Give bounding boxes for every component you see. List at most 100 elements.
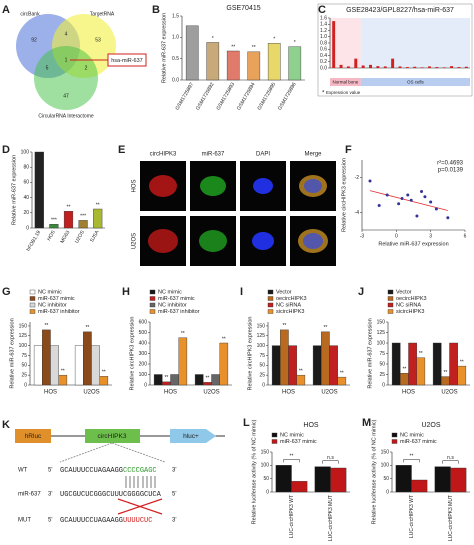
significance-label: ** (61, 368, 65, 374)
sequence-part: CCCCGAGC (123, 467, 157, 475)
y-tick-label: 150 (19, 323, 28, 329)
significance-label: ** (460, 359, 464, 365)
significance-label: *** (51, 218, 57, 224)
bar (33, 345, 43, 386)
significance-label: *** (80, 214, 86, 220)
sequence-name: MUT (18, 518, 31, 524)
bar (420, 67, 424, 68)
legend-swatch (387, 302, 394, 308)
y-tick-label: 100 (381, 463, 390, 469)
bar (162, 381, 171, 386)
sequence-part: UGCGUCUCGGGCUUU (60, 491, 123, 499)
legend-label: miR-637 inhibitor (158, 309, 200, 315)
y-tick-label: 0.2 (320, 59, 327, 65)
element-label: hRluc (25, 433, 42, 440)
legend-swatch (149, 289, 156, 295)
legend-label: miR-637 mimic (158, 296, 195, 302)
bar (428, 66, 431, 68)
x-tick-label: HOS (46, 229, 57, 242)
point (377, 204, 381, 207)
y-tick-label: 40 (23, 195, 29, 201)
y-tick-label: 100 (21, 149, 30, 155)
y-tick-label: 75 (21, 353, 27, 359)
x-tick-label: hFOB1.19 (26, 229, 43, 252)
element-label: circHIPK3 (98, 433, 127, 440)
point (400, 197, 404, 200)
x-tick-label: U2OS (203, 390, 219, 396)
significance-label: ** (96, 202, 100, 208)
sequence-part: GCAUUUCCUAGAAGG (60, 467, 123, 475)
sequence-name: miR-637 (18, 492, 41, 498)
chart-frame (317, 3, 473, 97)
legend-swatch (29, 289, 36, 295)
bar (99, 376, 109, 386)
bar (405, 67, 409, 68)
bar (312, 345, 322, 386)
panel-letter: D (2, 144, 10, 156)
bar (332, 21, 336, 68)
y-tick-label: 50 (21, 363, 27, 369)
bar (346, 66, 350, 68)
significance-label: ** (164, 375, 168, 381)
bar (391, 342, 401, 386)
bar (178, 337, 188, 386)
panel-letter: B (152, 4, 160, 16)
trend-line (369, 190, 448, 211)
y-tick-label: 1.6 (320, 15, 327, 21)
cell (148, 229, 178, 253)
group-band (360, 18, 470, 68)
element-box (15, 429, 51, 443)
sequence-part: GCAUUUCCUAGAAGG (60, 517, 123, 525)
callout-box (107, 53, 147, 67)
legend-label: Vector (276, 289, 292, 295)
significance-label: ** (252, 45, 256, 51)
bar (329, 345, 338, 386)
column-label: miR-637 (202, 152, 225, 158)
bar (361, 65, 365, 68)
y-tick-label: 60 (23, 180, 29, 186)
y-tick-label: 200 (139, 361, 148, 367)
y-tick-label: -4 (355, 210, 360, 216)
mismatch-cross (117, 498, 163, 515)
bar (442, 67, 446, 68)
bar (280, 329, 289, 386)
point (409, 198, 413, 202)
bar (413, 66, 417, 68)
y-axis-label: Relative circHIPK3 expression (129, 317, 135, 391)
group-strip (330, 78, 361, 86)
legend-swatch (267, 289, 274, 295)
point (420, 190, 424, 193)
bar (450, 467, 467, 493)
legend-swatch (149, 309, 156, 314)
y-tick-label: 25 (259, 372, 265, 378)
y-tick-label: 125 (377, 330, 386, 336)
legend-swatch (271, 432, 278, 438)
chart-title: GSE70415 (226, 5, 260, 12)
y-tick-label: 0.0 (320, 65, 327, 71)
bar (288, 345, 297, 386)
x-tick-label: HOS (282, 390, 295, 396)
bar (49, 223, 59, 229)
zoom-line (111, 442, 166, 463)
x-tick-label: GSM1725894 (236, 81, 257, 111)
bar (398, 66, 402, 68)
venn-count: 53 (95, 37, 101, 43)
bar (185, 25, 199, 81)
y-axis-label: Relative luciferase activity (% of NC mi… (371, 419, 377, 524)
bar (50, 345, 59, 386)
y-tick-label: 50 (263, 476, 269, 482)
legend-label: NC mimic (158, 289, 182, 295)
panel-letter: H (122, 286, 130, 298)
y-tick-label: 25 (379, 372, 385, 378)
y-axis-label: Relative circHIPK3 expression (341, 158, 347, 232)
y-tick-label: 150 (377, 319, 386, 325)
bar (226, 50, 240, 81)
y-tick-label: 100 (139, 372, 148, 378)
sequence-end: 5' (172, 492, 176, 498)
x-tick-label: 6 (464, 233, 467, 239)
x-tick-label: GSM1725897 (175, 81, 196, 111)
x-axis-label: Relative miR-637 expression (378, 241, 448, 247)
significance-label: ** (67, 205, 71, 211)
y-tick-label: 400 (139, 340, 148, 346)
bar (153, 374, 163, 386)
